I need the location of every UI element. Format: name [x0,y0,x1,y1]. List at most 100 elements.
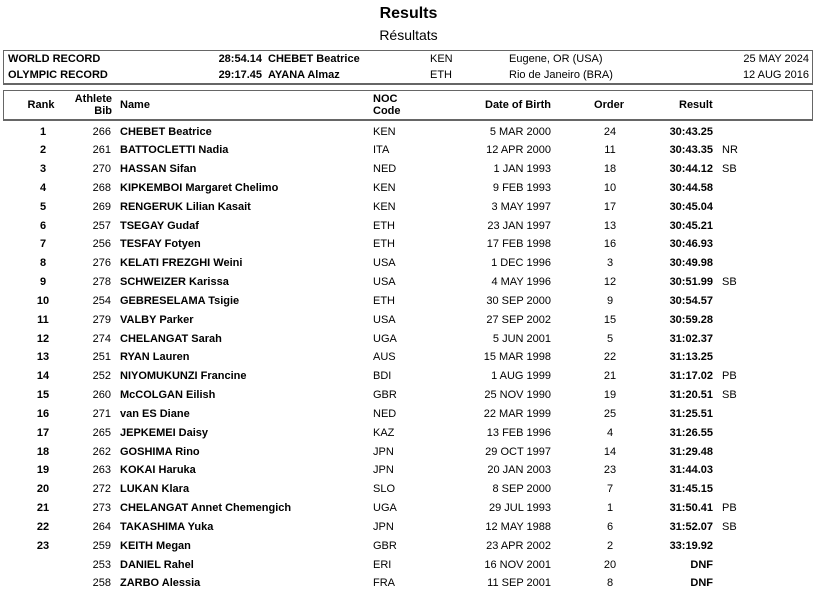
order-cell: 12 [603,276,617,289]
order-cell: 22 [603,351,617,364]
dob-cell: 17 FEB 1998 [486,238,551,251]
name-cell: RENGERUK Lilian Kasait [120,200,251,213]
noc-cell: KAZ [373,426,395,439]
rank-cell: 19 [36,464,50,477]
result-cell: DNF [690,577,713,590]
header-order: Order [594,99,624,111]
rank-cell: 11 [37,313,49,326]
dob-cell: 22 MAR 1999 [483,407,551,420]
order-cell: 16 [603,238,617,251]
result-cell: 30:45.21 [669,219,713,232]
rank-cell: 2 [39,144,47,157]
header-bib-line1: Athlete [74,93,112,105]
rank-cell: 16 [36,407,50,420]
noc-cell: JPN [373,445,394,458]
result-cell: 30:46.93 [669,238,713,251]
order-cell: 1 [606,502,614,515]
rank-cell: 23 [36,539,50,552]
result-cell: 30:45.04 [669,200,713,213]
rank-cell: 12 [36,332,50,345]
noc-cell: USA [373,276,396,289]
result-cell: 30:59.28 [669,313,713,326]
noc-cell: UGA [373,332,397,345]
bib-cell: 265 [92,426,111,439]
dob-cell: 1 DEC 1996 [491,257,551,270]
order-cell: 8 [606,577,614,590]
noc-cell: ETH [373,219,395,232]
rank-cell: 20 [36,483,50,496]
rank-cell: 9 [39,276,47,289]
order-cell: 15 [603,313,617,326]
rank-cell: 7 [39,238,47,251]
name-cell: GOSHIMA Rino [120,445,200,458]
dob-cell: 15 MAR 1998 [483,351,551,364]
dob-cell: 5 JUN 2001 [492,332,551,345]
noc-cell: AUS [373,351,396,364]
order-cell: 10 [603,181,617,194]
bib-cell: 264 [92,520,111,533]
record-label: WORLD RECORD [8,53,101,65]
name-cell: GEBRESELAMA Tsigie [120,294,240,307]
name-cell: KEITH Megan [120,539,191,552]
dob-cell: 29 OCT 1997 [485,445,551,458]
dob-cell: 1 AUG 1999 [491,370,551,383]
name-cell: KOKAI Haruka [120,464,196,477]
name-cell: van ES Diane [120,407,190,420]
record-label: OLYMPIC RECORD [8,69,108,81]
dob-cell: 4 MAY 1996 [491,276,551,289]
name-cell: TAKASHIMA Yuka [120,520,214,533]
dob-cell: 8 SEP 2000 [492,483,551,496]
bib-cell: 259 [92,539,111,552]
bib-cell: 258 [92,577,111,590]
name-cell: TSEGAY Gudaf [120,219,199,232]
name-cell: KELATI FREZGHI Weini [120,257,243,270]
order-cell: 11 [604,144,616,157]
record-holder: CHEBET Beatrice [268,53,360,65]
noc-cell: NED [373,407,397,420]
dob-cell: 16 NOV 2001 [484,558,551,571]
order-cell: 17 [603,200,617,213]
result-cell: 31:02.37 [669,332,713,345]
name-cell: ZARBO Alessia [120,577,201,590]
noc-cell: USA [373,257,396,270]
dob-cell: 12 APR 2000 [486,144,551,157]
name-cell: JEPKEMEI Daisy [120,426,209,439]
order-cell: 25 [603,407,617,420]
dob-cell: 13 FEB 1996 [486,426,551,439]
record-venue: Rio de Janeiro (BRA) [509,69,613,81]
bib-cell: 273 [92,502,111,515]
dob-cell: 5 MAR 2000 [489,125,551,138]
name-cell: VALBY Parker [120,313,194,326]
page-title: Results [379,5,438,22]
bib-cell: 276 [92,257,111,270]
noc-cell: KEN [373,181,396,194]
dob-cell: 23 JAN 1997 [487,219,551,232]
order-cell: 2 [606,539,614,552]
order-cell: 6 [606,520,614,533]
rank-cell: 8 [39,257,47,270]
result-cell: 31:20.51 [669,389,713,402]
noc-cell: NED [373,163,397,176]
noc-cell: ERI [373,558,392,571]
rank-cell: 10 [36,294,50,307]
header-result: Result [679,99,713,111]
dob-cell: 3 MAY 1997 [491,200,551,213]
record-mark-cell: SB [722,163,737,176]
noc-cell: FRA [373,577,395,590]
rank-cell: 17 [36,426,50,439]
name-cell: RYAN Lauren [120,351,190,364]
noc-cell: SLO [373,483,396,496]
order-cell: 24 [603,125,617,138]
noc-cell: BDI [373,370,392,383]
result-cell: 30:44.58 [669,181,713,194]
noc-cell: JPN [373,520,394,533]
rank-cell: 22 [36,520,50,533]
order-cell: 14 [603,445,617,458]
table-header: Rank Athlete Bib Name NOC Code Date of B… [3,90,813,121]
record-mark-cell: SB [722,520,737,533]
bib-cell: 257 [92,219,111,232]
noc-cell: KEN [373,200,396,213]
bib-cell: 269 [92,200,111,213]
bib-cell: 271 [92,407,111,420]
record-mark-cell: PB [722,502,737,515]
